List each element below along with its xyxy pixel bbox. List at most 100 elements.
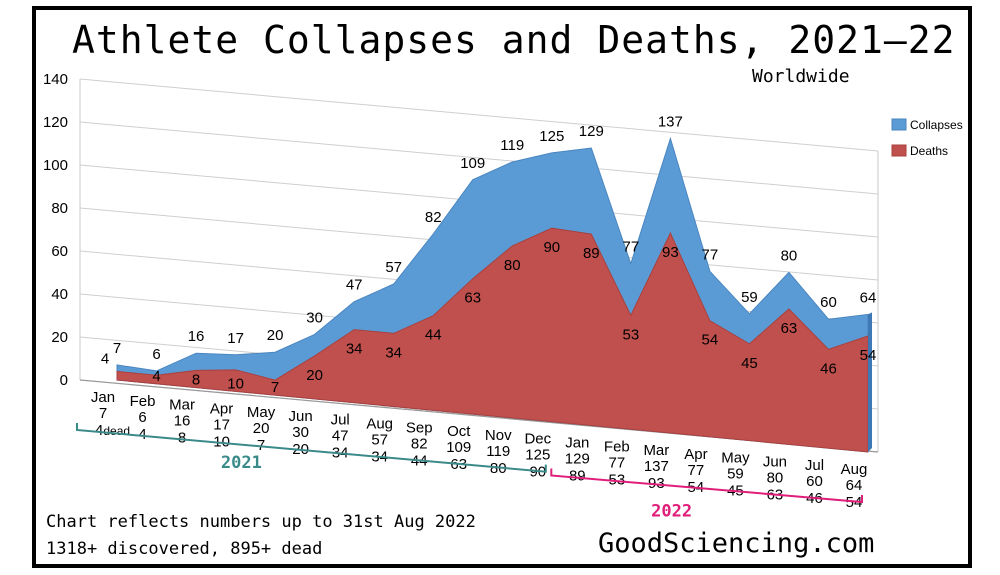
death-value-label: 80	[504, 257, 521, 274]
death-value-label: 53	[622, 326, 639, 343]
y-tick-label: 80	[51, 200, 68, 217]
x-tick-label: Feb	[604, 438, 630, 455]
collapse-value-label: 17	[227, 330, 244, 347]
death-value-label: 63	[464, 290, 481, 307]
area-series	[116, 136, 872, 453]
x-tick-label: Apr	[684, 446, 707, 463]
collapse-count-label: 47	[332, 428, 349, 445]
x-tick-label: Apr	[210, 400, 233, 417]
x-tick-label: Mar	[643, 442, 669, 459]
collapse-value-label: 109	[460, 155, 485, 172]
collapse-value-label: 77	[702, 246, 719, 263]
legend-label-collapses: Collapses	[910, 118, 963, 132]
collapse-count-label: 6	[138, 409, 146, 426]
collapse-count-label: 80	[767, 469, 784, 486]
note-cutoff-date: Chart reflects numbers up to 31st Aug 20…	[46, 512, 476, 532]
collapse-value-label: 129	[579, 123, 604, 140]
x-tick-label: Jan	[565, 434, 589, 451]
collapse-count-label: 20	[253, 420, 270, 437]
death-value-label: 63	[781, 320, 798, 337]
gridline	[79, 78, 879, 152]
x-tick-label: Mar	[169, 397, 195, 414]
death-count-label: 54	[846, 494, 863, 511]
y-tick-label: 40	[51, 286, 68, 303]
collapse-count-label: 17	[213, 416, 230, 433]
collapse-value-label: 57	[385, 259, 402, 276]
collapse-value-label: 77	[622, 239, 639, 256]
x-tick-label: Sep	[406, 419, 433, 436]
collapse-count-label: 16	[174, 413, 191, 430]
collapse-count-label: 30	[292, 424, 309, 441]
death-value-label: 90	[543, 239, 560, 256]
year-label: 2021	[221, 453, 262, 473]
death-value-label: 54	[860, 347, 877, 364]
death-value-label: 34	[385, 344, 402, 361]
death-count-label: 8	[178, 430, 186, 447]
y-tick-label: 100	[43, 157, 68, 174]
y-tick-label: 0	[60, 372, 68, 389]
deaths-area	[116, 227, 869, 453]
death-count-label: 89	[569, 467, 586, 484]
x-tick-label: Jun	[289, 408, 313, 425]
note-totals: 1318+ discovered, 895+ dead	[46, 539, 323, 559]
death-value-label: 54	[702, 332, 719, 349]
collapse-value-label: 7	[113, 340, 121, 357]
collapse-count-label: 59	[727, 466, 744, 483]
death-value-label: 45	[741, 355, 758, 372]
death-count-suffix: dead	[103, 424, 130, 438]
collapse-value-label: 59	[741, 289, 758, 306]
collapse-count-label: 60	[806, 473, 823, 490]
collapse-count-label: 82	[411, 435, 428, 452]
collapse-count-label: 109	[446, 439, 471, 456]
collapse-value-label: 6	[152, 346, 160, 363]
x-tick-label: Dec	[524, 431, 551, 448]
death-value-label: 4	[101, 350, 109, 367]
data-labels: 74 64168171020730204734573482441096311980…	[101, 114, 877, 397]
death-value-label: 10	[227, 375, 244, 392]
category-labels: Jan74deadFeb64Mar168Apr1710May207Jun3020…	[91, 389, 867, 511]
legend-swatch-collapses	[891, 118, 907, 131]
site-credit: GoodSciencing.com	[598, 528, 875, 559]
legend-swatch-deaths	[891, 144, 907, 157]
collapse-value-label: 20	[267, 327, 284, 344]
gridline	[79, 121, 879, 195]
collapse-count-label: 129	[565, 450, 590, 467]
x-tick-label: Jan	[91, 389, 115, 406]
death-value-label: 44	[425, 327, 442, 344]
death-count-label: 4	[138, 426, 146, 443]
year-brackets: 2021 2022	[76, 423, 863, 522]
death-value-label: 93	[662, 244, 679, 261]
x-tick-label: Aug	[366, 416, 393, 433]
y-tick-label: 20	[51, 329, 68, 346]
death-value-label: 8	[192, 372, 200, 389]
x-tick-label: May	[721, 450, 750, 467]
collapse-value-label: 80	[781, 247, 798, 264]
legend-label-deaths: Deaths	[910, 144, 948, 158]
x-tick-label: Jul	[331, 412, 350, 429]
collapse-count-label: 119	[486, 443, 510, 460]
death-count-label: 53	[608, 471, 625, 488]
collapse-value-label: 30	[306, 309, 323, 326]
collapse-value-label: 137	[658, 114, 683, 131]
chart-title: Athlete Collapses and Deaths, 2021—22	[72, 18, 956, 62]
area-side-face	[868, 312, 872, 452]
death-value-label: 4	[152, 368, 160, 385]
collapse-value-label: 119	[500, 137, 524, 154]
collapse-value-label: 64	[860, 289, 877, 306]
x-tick-label: Jun	[763, 453, 787, 470]
death-value-label: 20	[306, 367, 323, 384]
chart-subtitle: Worldwide	[752, 66, 850, 87]
death-value-label: 7	[271, 379, 279, 396]
y-axis-ticks: 0 20 40 60 80 100 120 140	[43, 71, 68, 389]
x-tick-label: Feb	[130, 393, 156, 410]
death-value-label: 89	[583, 245, 600, 262]
collapse-value-label: 82	[425, 209, 442, 226]
year-bracket-line	[76, 423, 547, 473]
x-tick-label: Oct	[447, 423, 471, 440]
x-tick-label: Nov	[485, 427, 512, 444]
collapse-value-label: 60	[820, 294, 837, 311]
y-tick-label: 140	[43, 71, 68, 88]
legend: Collapses Deaths	[891, 118, 963, 158]
collapse-count-label: 77	[608, 454, 625, 471]
x-tick-label: May	[247, 404, 276, 421]
